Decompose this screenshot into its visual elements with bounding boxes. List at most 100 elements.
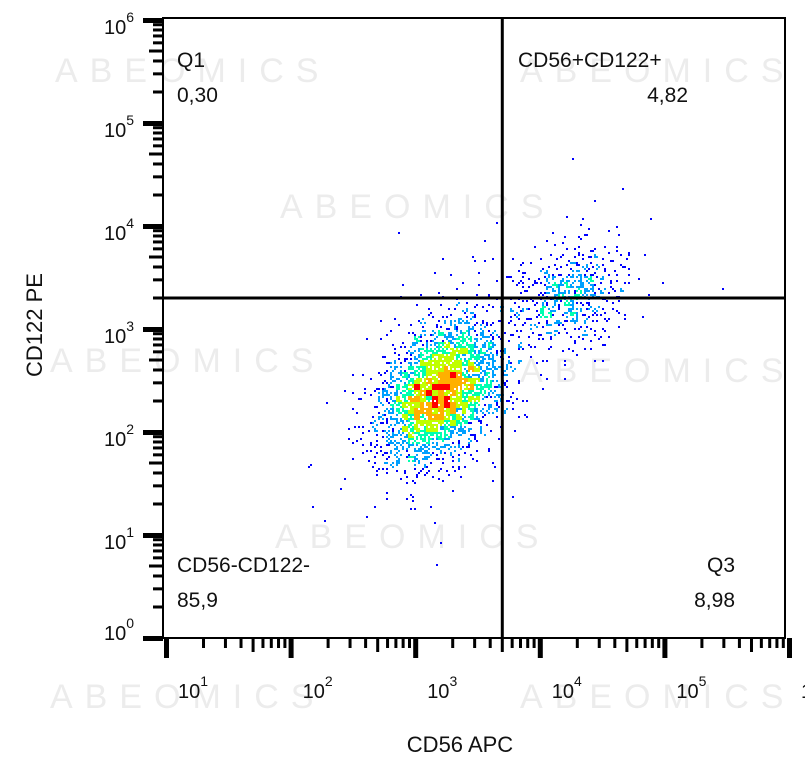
event-dot: [428, 444, 430, 446]
event-dot: [394, 394, 396, 396]
event-dot: [426, 374, 428, 376]
event-dot: [544, 306, 546, 308]
event-dot: [432, 340, 434, 342]
event-dot: [418, 404, 420, 406]
event-dot: [388, 384, 390, 386]
event-dot: [446, 372, 448, 374]
event-dot: [496, 386, 498, 388]
event-dot: [504, 370, 506, 372]
y-minor-tick: [149, 255, 163, 259]
event-dot: [566, 280, 568, 282]
event-dot: [414, 350, 416, 352]
event-dot: [458, 370, 460, 372]
event-dot: [458, 342, 460, 344]
y-tick-label: 104: [104, 215, 134, 245]
event-dot: [410, 508, 412, 510]
event-dot: [602, 308, 604, 310]
event-dot: [434, 428, 436, 430]
event-dot: [466, 350, 468, 352]
event-dot: [358, 426, 360, 428]
event-dot: [438, 436, 440, 438]
event-dot: [464, 432, 466, 434]
event-dot: [450, 422, 452, 424]
event-dot: [444, 434, 446, 436]
event-dot: [594, 330, 596, 332]
event-dot: [474, 330, 476, 332]
event-dot: [478, 354, 480, 356]
event-dot: [462, 412, 464, 414]
y-minor-tick: [153, 278, 163, 282]
event-dot: [458, 404, 460, 406]
event-dot: [450, 342, 452, 344]
event-dot: [428, 386, 430, 388]
event-dot: [410, 456, 412, 458]
event-dot: [572, 320, 574, 322]
event-dot: [490, 382, 492, 384]
event-dot: [410, 398, 412, 400]
event-dot: [496, 394, 498, 396]
event-dot: [462, 372, 464, 374]
event-dot: [440, 390, 442, 392]
y-tick-label: 105: [104, 112, 134, 142]
event-dot: [430, 382, 432, 384]
event-dot: [446, 328, 448, 330]
event-dot: [428, 314, 430, 316]
event-dot: [394, 318, 396, 320]
event-dot: [474, 350, 476, 352]
event-dot: [466, 302, 468, 304]
event-dot: [422, 448, 424, 450]
event-dot: [586, 326, 588, 328]
event-dot: [434, 366, 436, 368]
event-dot: [590, 328, 592, 330]
event-dot: [438, 418, 440, 420]
event-dot: [396, 414, 398, 416]
event-dot: [476, 386, 478, 388]
event-dot: [432, 388, 434, 390]
event-dot: [474, 338, 476, 340]
event-dot: [540, 308, 542, 310]
event-dot: [470, 344, 472, 346]
event-dot: [388, 410, 390, 412]
event-dot: [422, 386, 424, 388]
event-dot: [462, 378, 464, 380]
event-dot: [474, 382, 476, 384]
event-dot: [434, 396, 436, 398]
event-dot: [442, 396, 444, 398]
event-dot: [428, 360, 430, 362]
event-dot: [426, 410, 428, 412]
event-dot: [408, 424, 410, 426]
event-dot: [446, 426, 448, 428]
event-dot: [466, 378, 468, 380]
event-dot: [474, 408, 476, 410]
event-dot: [464, 374, 466, 376]
event-dot: [416, 366, 418, 368]
event-dot: [436, 424, 438, 426]
event-dot: [392, 406, 394, 408]
event-dot: [504, 384, 506, 386]
event-dot: [528, 308, 530, 310]
event-dot: [476, 418, 478, 420]
event-dot: [450, 402, 452, 404]
event-dot: [380, 450, 382, 452]
event-dot: [438, 398, 440, 400]
event-dot: [482, 320, 484, 322]
event-dot: [438, 360, 440, 362]
event-dot: [450, 434, 452, 436]
event-dot: [362, 426, 364, 428]
event-dot: [480, 352, 482, 354]
event-dot: [414, 372, 416, 374]
event-dot: [452, 348, 454, 350]
event-dot: [448, 360, 450, 362]
event-dot: [432, 392, 434, 394]
event-dot: [468, 330, 470, 332]
event-dot: [438, 396, 440, 398]
event-dot: [422, 370, 424, 372]
event-dot: [558, 290, 560, 292]
event-dot: [386, 436, 388, 438]
event-dot: [412, 426, 414, 428]
event-dot: [412, 368, 414, 370]
event-dot: [428, 372, 430, 374]
event-dot: [424, 364, 426, 366]
event-dot: [398, 458, 400, 460]
